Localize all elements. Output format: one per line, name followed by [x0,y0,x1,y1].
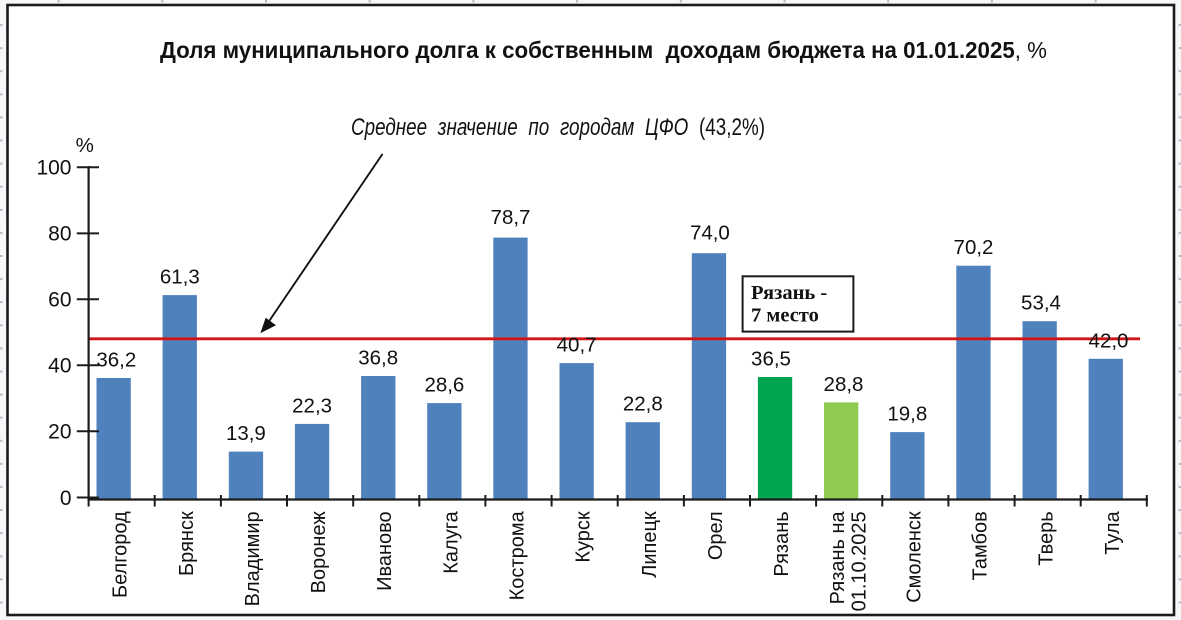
svg-text:19,8: 19,8 [887,403,927,426]
svg-text:13,9: 13,9 [226,422,266,445]
svg-text:36,2: 36,2 [96,349,136,372]
svg-text:Доля муниципального долга к со: Доля муниципального долга к собственным … [160,37,1047,63]
svg-text:28,8: 28,8 [824,373,864,396]
svg-text:Смоленск: Смоленск [903,511,925,603]
svg-text:61,3: 61,3 [160,266,200,289]
svg-text:100: 100 [36,157,71,180]
svg-text:Брянск: Брянск [176,511,198,576]
svg-text:74,0: 74,0 [690,221,730,244]
svg-text:60: 60 [48,289,71,312]
svg-text:01.10.2025: 01.10.2025 [849,511,871,611]
svg-text:70,2: 70,2 [954,236,994,259]
svg-text:Иваново: Иваново [374,511,396,591]
svg-text:Среднее значение по городам ЦФ: Среднее значение по городам ЦФО (43,2%) [351,114,765,141]
svg-text:22,3: 22,3 [292,394,332,417]
svg-text:Тверь: Тверь [1036,511,1058,565]
svg-text:Орел: Орел [705,511,727,560]
svg-text:40,7: 40,7 [557,334,597,357]
svg-text:Рязань на: Рязань на [827,510,849,604]
svg-text:Липецк: Липецк [639,511,661,578]
svg-text:22,8: 22,8 [623,393,663,416]
svg-text:Калуга: Калуга [440,510,462,573]
svg-text:Владимир: Владимир [242,511,264,606]
svg-text:Тамбов: Тамбов [970,511,992,580]
svg-text:Кострома: Кострома [507,510,529,600]
svg-text:78,7: 78,7 [491,206,531,229]
svg-text:80: 80 [48,223,71,246]
svg-text:36,5: 36,5 [751,348,791,371]
svg-text:Белгород: Белгород [110,511,132,598]
svg-text:Курск: Курск [573,511,595,563]
svg-text:Рязань: Рязань [771,511,793,576]
svg-text:Воронеж: Воронеж [308,511,330,594]
svg-text:36,8: 36,8 [358,347,398,370]
svg-text:7 место: 7 место [751,305,819,327]
svg-text:0: 0 [60,487,72,510]
svg-text:40: 40 [48,355,71,378]
svg-text:53,4: 53,4 [1021,292,1061,315]
svg-text:20: 20 [48,421,71,444]
svg-text:Тула: Тула [1102,510,1124,554]
svg-text:28,6: 28,6 [424,374,464,397]
svg-text:%: % [76,134,94,157]
svg-text:Рязань -: Рязань - [751,282,827,304]
svg-text:42,0: 42,0 [1089,329,1129,352]
